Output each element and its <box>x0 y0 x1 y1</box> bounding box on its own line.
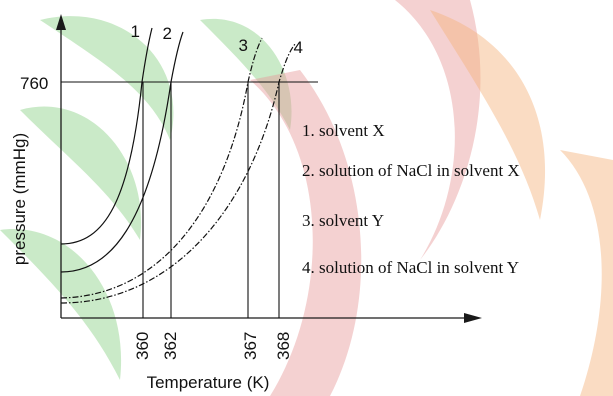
y-tick-label: 760 <box>20 74 48 93</box>
curve-label-3: 3 <box>239 36 248 55</box>
legend-entry-2: 2. solution of NaCl in solvent X <box>302 161 520 180</box>
watermark-swoosh <box>395 0 481 260</box>
watermark-swoosh <box>250 70 362 396</box>
curve-2 <box>60 31 184 273</box>
watermark-leaf <box>40 16 174 140</box>
watermark-swoosh <box>430 10 546 220</box>
y-axis-title: pressure (mmHg) <box>10 133 29 265</box>
legend: 1. solvent X 2. solution of NaCl in solve… <box>302 121 520 277</box>
legend-entry-1: 1. solvent X <box>302 121 385 140</box>
watermark-leaf <box>20 106 142 241</box>
x-tick-label: 368 <box>274 332 293 360</box>
x-tick-labels: 360 362 367 368 <box>133 332 293 360</box>
x-tick-label: 362 <box>161 332 180 360</box>
x-tick-label: 367 <box>241 332 260 360</box>
legend-entry-3: 3. solvent Y <box>302 211 384 230</box>
curve-label-1: 1 <box>131 22 140 41</box>
watermark-leaf <box>200 18 292 130</box>
x-axis-title: Temperature (K) <box>147 373 270 392</box>
x-tick-label: 360 <box>133 332 152 360</box>
axes <box>56 14 482 323</box>
curve-label-4: 4 <box>294 38 303 57</box>
x-axis-arrow <box>464 313 482 323</box>
curve-1 <box>60 27 153 245</box>
boiling-point-lines <box>142 82 280 318</box>
curve-3 <box>60 37 263 299</box>
watermark-swoosh <box>560 150 613 396</box>
legend-entry-4: 4. solution of NaCl in solvent Y <box>302 258 519 277</box>
curve-labels: 1 2 3 4 <box>131 22 303 57</box>
y-axis-arrow <box>56 14 66 30</box>
curve-label-2: 2 <box>163 24 172 43</box>
